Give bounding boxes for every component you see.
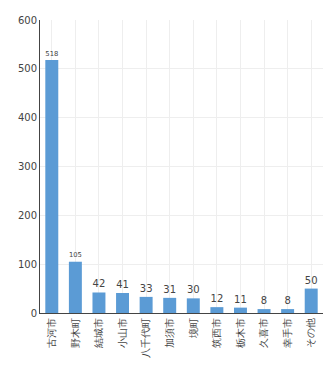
svg-text:結城市: 結城市 — [93, 318, 104, 349]
svg-text:八千代町: 八千代町 — [140, 318, 151, 358]
svg-text:518: 518 — [45, 50, 58, 58]
svg-text:400: 400 — [18, 112, 37, 123]
svg-text:0: 0 — [31, 308, 37, 319]
svg-text:500: 500 — [18, 63, 37, 74]
svg-text:30: 30 — [187, 284, 200, 295]
svg-text:200: 200 — [18, 210, 37, 221]
svg-text:33: 33 — [140, 283, 153, 294]
svg-text:31: 31 — [163, 284, 176, 295]
svg-text:8: 8 — [284, 295, 290, 306]
svg-text:100: 100 — [18, 259, 37, 270]
svg-text:41: 41 — [116, 279, 129, 290]
svg-text:その他: その他 — [305, 318, 316, 348]
svg-text:境町: 境町 — [188, 318, 199, 339]
svg-text:42: 42 — [93, 278, 106, 289]
svg-text:古河市: 古河市 — [46, 318, 57, 348]
svg-text:小山市: 小山市 — [117, 318, 128, 348]
svg-text:8: 8 — [261, 295, 267, 306]
svg-text:12: 12 — [211, 293, 224, 304]
svg-text:筑西市: 筑西市 — [211, 318, 222, 348]
svg-text:600: 600 — [18, 15, 37, 26]
svg-text:11: 11 — [234, 294, 247, 305]
svg-text:久喜市: 久喜市 — [258, 318, 269, 348]
svg-text:加須市: 加須市 — [164, 318, 175, 348]
svg-text:50: 50 — [305, 275, 318, 286]
svg-text:幸手市: 幸手市 — [282, 318, 293, 348]
svg-text:栃木市: 栃木市 — [235, 318, 246, 348]
svg-text:300: 300 — [18, 161, 37, 172]
svg-text:野木町: 野木町 — [70, 318, 81, 348]
svg-text:105: 105 — [69, 251, 82, 259]
